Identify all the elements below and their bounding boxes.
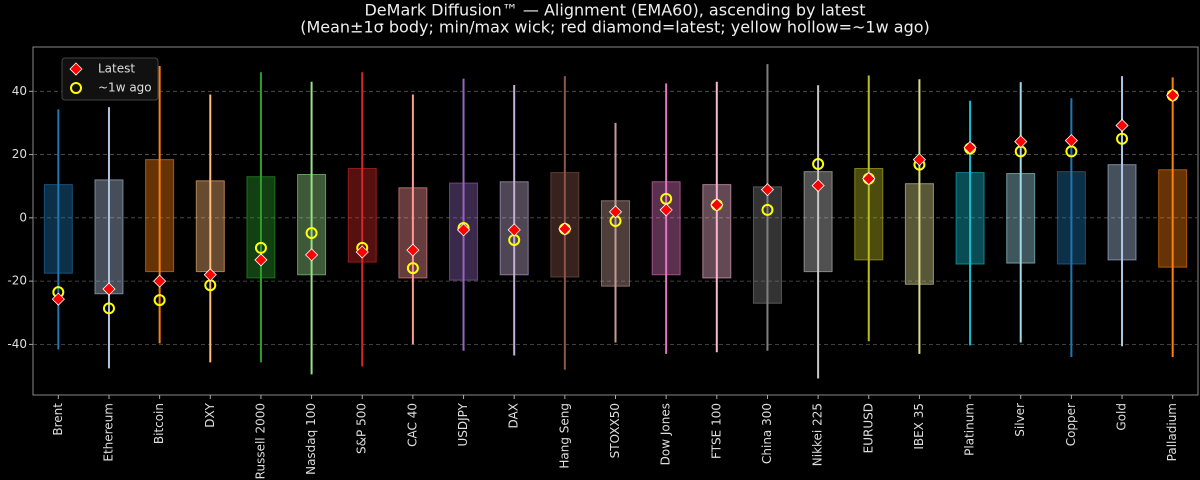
latest-marker <box>507 223 521 237</box>
latest-marker <box>710 198 724 212</box>
box <box>651 181 681 276</box>
x-tick-label: DXY <box>203 402 217 427</box>
latest-marker <box>1166 88 1180 102</box>
week-ago-marker <box>761 203 774 216</box>
week-ago-marker <box>812 158 825 171</box>
week-ago-marker <box>254 241 267 254</box>
x-tick-label: Palladium <box>1165 403 1179 461</box>
x-tick-label: IBEX 35 <box>912 403 926 450</box>
x-tick-label: Nikkei 225 <box>811 403 825 466</box>
x-tick-label: Russell 2000 <box>253 403 267 479</box>
chart-subtitle: (Mean±1σ body; min/max wick; red diamond… <box>300 18 930 37</box>
latest-marker <box>51 292 65 306</box>
latest-marker <box>912 153 926 167</box>
y-tick-label: 0 <box>19 210 27 224</box>
latest-marker <box>305 248 319 262</box>
latest-marker <box>254 253 268 267</box>
box <box>1158 169 1188 268</box>
latest-marker <box>811 179 825 193</box>
latest-marker <box>456 223 471 237</box>
x-tick-label: Nasdaq 100 <box>304 403 318 475</box>
legend-label: ~1w ago <box>98 81 152 95</box>
x-tick-label: EURUSD <box>861 403 875 453</box>
latest-marker <box>406 243 420 257</box>
week-ago-marker <box>153 294 166 307</box>
x-tick-label: CAC 40 <box>405 403 419 447</box>
y-tick-label: -40 <box>7 337 27 351</box>
x-tick-label: Copper <box>1064 403 1078 446</box>
x-tick-label: FTSE 100 <box>709 403 723 459</box>
box <box>752 186 782 304</box>
box <box>94 179 124 295</box>
latest-marker <box>659 203 673 217</box>
x-tick-label: STOXX50 <box>608 403 622 458</box>
latest-marker <box>862 172 876 186</box>
x-tick-label: Silver <box>1013 403 1027 437</box>
week-ago-marker <box>1116 132 1129 145</box>
latest-marker <box>355 245 369 259</box>
y-tick-label: 20 <box>12 147 27 161</box>
y-tick-label: -20 <box>7 274 27 288</box>
latest-marker <box>558 222 572 236</box>
box <box>195 180 225 273</box>
latest-marker <box>608 205 623 219</box>
legend-marker <box>70 82 82 94</box>
box <box>904 183 934 285</box>
latest-marker <box>760 183 775 197</box>
latest-marker <box>102 282 116 296</box>
chart-title: DeMark Diffusion™ — Alignment (EMA60), a… <box>364 1 865 20</box>
x-tick-label: Ethereum <box>101 403 115 462</box>
latest-marker <box>1064 134 1078 148</box>
x-tick-label: DAX <box>507 403 521 428</box>
box <box>398 187 428 279</box>
legend-label: Latest <box>98 62 135 76</box>
latest-marker <box>153 274 167 288</box>
box <box>1006 173 1036 264</box>
y-tick-label: 40 <box>12 84 27 98</box>
x-tick-label: Gold <box>1115 403 1129 431</box>
week-ago-marker <box>406 262 419 275</box>
x-tick-label: S&P 500 <box>355 403 369 454</box>
latest-marker <box>203 268 217 282</box>
box <box>1056 171 1086 265</box>
box <box>43 184 73 274</box>
latest-marker <box>963 141 977 155</box>
legend-box <box>61 57 159 101</box>
box <box>1107 164 1137 261</box>
x-tick-label: Bitcoin <box>152 403 166 444</box>
x-tick-label: Platinum <box>963 403 977 456</box>
latest-marker <box>1115 118 1129 133</box>
x-tick-label: Hang Seng <box>557 403 571 469</box>
box <box>955 172 985 265</box>
legend-marker <box>69 62 83 76</box>
x-tick-label: Brent <box>51 403 65 436</box>
x-tick-label: China 300 <box>760 403 774 464</box>
week-ago-marker <box>305 227 318 240</box>
week-ago-marker <box>102 302 115 315</box>
latest-marker <box>1014 135 1028 149</box>
x-tick-label: USDJPY <box>456 402 470 446</box>
x-tick-label: Dow Jones <box>659 403 673 465</box>
box <box>145 159 175 273</box>
